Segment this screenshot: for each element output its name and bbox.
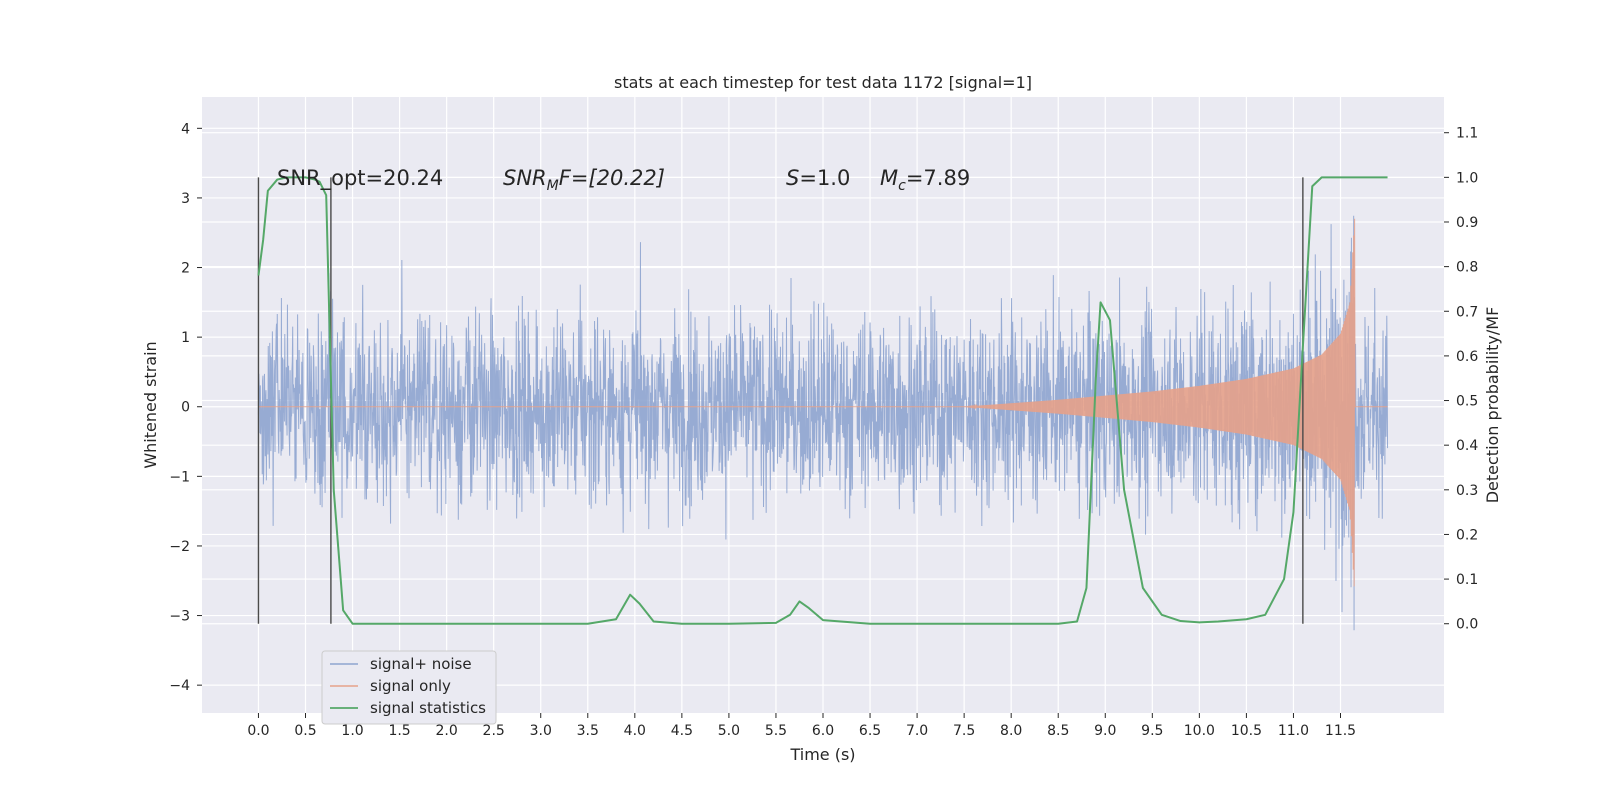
legend-box [321,650,497,725]
y-right-tick-label: 0.4 [1456,438,1478,454]
x-tick-label: 0.0 [247,723,269,739]
annotation-s-value: =1.0 [799,166,850,190]
x-tick-label: 0.5 [294,723,316,739]
signal-statistics-line [257,176,1388,625]
x-tick-label: 10.5 [1231,723,1262,739]
x-tick-label: 5.5 [765,723,787,739]
series-signal-only [258,218,1388,587]
x-tick-label: 2.5 [483,723,505,739]
legend-label-signal-noise: signal+ noise [370,655,472,673]
y-tick-label: −3 [169,609,190,625]
y-tick-label: 3 [181,191,190,207]
annotation-mc-value: =7.89 [906,166,970,190]
x-tick-label: 9.0 [1094,723,1116,739]
signal-noise-line [257,215,1389,631]
signal-only-line [258,218,1388,587]
legend-label-signal-statistics: signal statistics [370,699,486,717]
annotation-snr-opt: SNR_opt=20.24 [277,166,443,191]
y-tick-label: 4 [181,121,190,137]
y-right-tick-label: 0.7 [1456,304,1478,320]
y-tick-label: 0 [181,400,190,416]
x-tick-label: 2.0 [436,723,458,739]
annotation-snr-mf-rest: F=[20.22] [559,166,665,190]
y-right-tick-label: 0.5 [1456,394,1478,410]
y-tick-label: 1 [181,330,190,346]
axes-ticks: 0.0 0.5 1.0 1.5 2.0 2.5 3.0 3.5 4.0 4.5 5.0 5.5 6.0 6… [169,121,1478,739]
x-tick-label: 8.5 [1047,723,1069,739]
x-tick-label: 3.0 [530,723,552,739]
y-tick-label: −2 [169,539,190,555]
y-tick-label: −4 [169,678,190,694]
y-right-tick-label: 0.0 [1456,617,1478,633]
annotation-mc-symbol: M [880,166,898,190]
annotation-s-symbol: S [786,166,799,190]
x-tick-label: 4.0 [624,723,646,739]
y-right-tick-label: 0.6 [1456,349,1478,365]
x-tick-label: 11.5 [1325,723,1356,739]
x-tick-label: 6.5 [859,723,881,739]
x-tick-label: 5.0 [718,723,740,739]
x-tick-label: 6.0 [812,723,834,739]
annotation-snr-mf-prefix: SNR [503,166,547,190]
x-tick-label: 7.5 [953,723,975,739]
annotation-mc: Mc=7.89 [880,166,970,194]
x-tick-label: 9.5 [1141,723,1163,739]
x-tick-label: 1.0 [341,723,363,739]
annotation-mc-sub: c [898,178,906,194]
y-axis-right-label: Detection probability/MF [1483,307,1502,504]
y-right-tick-label: 1.1 [1456,126,1478,142]
y-right-tick-label: 0.3 [1456,483,1478,499]
y-tick-label: 2 [181,261,190,277]
y-right-tick-label: 1.0 [1456,170,1478,186]
annotation-snr-mf-sub: M [547,178,559,194]
y-right-tick-label: 0.9 [1456,215,1478,231]
chart-title: stats at each timestep for test data 117… [614,73,1032,92]
annotation-s: S=1.0 [786,166,850,190]
y-right-tick-label: 0.1 [1456,572,1478,588]
x-tick-label: 8.0 [1000,723,1022,739]
x-tick-label: 10.0 [1184,723,1215,739]
x-tick-label: 11.0 [1278,723,1309,739]
x-tick-label: 4.5 [671,723,693,739]
legend: signal+ noise signal only signal statist… [321,650,497,725]
series-signal-noise [257,215,1389,631]
annotation-snr-mf: SNRMF=[20.22] [503,166,665,194]
y-axis-label: Whitened strain [141,341,160,468]
x-tick-label: 3.5 [577,723,599,739]
y-right-tick-label: 0.8 [1456,260,1478,276]
legend-label-signal-only: signal only [370,677,451,695]
y-tick-label: −1 [169,469,190,485]
x-tick-label: 7.0 [906,723,928,739]
x-tick-label: 1.5 [388,723,410,739]
x-axis-label: Time (s) [789,745,855,764]
y-right-tick-label: 0.2 [1456,527,1478,543]
series-signal-statistics [257,176,1388,625]
